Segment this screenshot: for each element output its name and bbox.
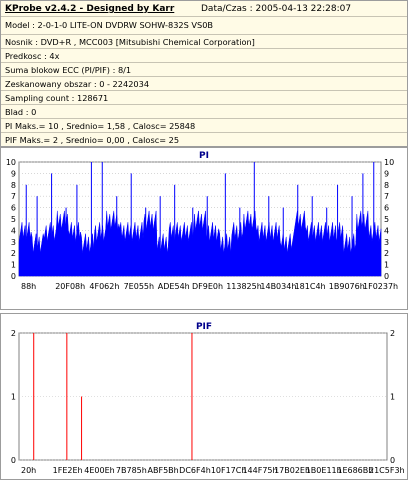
info-divider	[1, 90, 407, 91]
info-error: Blad : 0	[5, 107, 37, 117]
pi-xtick-label: 7E055h	[124, 282, 154, 291]
info-ecc-blocks: Suma blokow ECC (PI/PIF) : 8/1	[5, 65, 132, 75]
pi-ytick-label-left: 2	[11, 249, 16, 258]
info-scanned-area: Zeskanowany obszar : 0 - 2242034	[5, 79, 150, 89]
info-model: Model : 2-0-1-0 LITE-ON DVDRW SOHW-832S …	[5, 20, 214, 30]
info-divider	[1, 62, 407, 63]
pif-ytick-label-right: 2	[390, 329, 395, 338]
pi-ytick-label-right: 7	[384, 192, 389, 201]
pi-chart: 0 0 1 1 2 2 3 3 4 4 5 5 6 6 7 7 8 8 9 9 10 10 88h 20F08h 4F062h 7…	[6, 158, 398, 291]
info-media: Nosnik : DVD+R , MCC003 [Mitsubishi Chem…	[5, 37, 255, 47]
info-divider	[1, 76, 407, 77]
pif-xtick-label: 7B785h	[116, 466, 147, 475]
pif-xtick-label: 1FE2Eh	[53, 466, 83, 475]
pi-ytick-label-right: 2	[384, 249, 389, 258]
pi-xtick-label: 14B034h	[260, 282, 296, 291]
info-panel: KProbe v2.4.2 - Designed by Karr Data/Cz…	[0, 0, 408, 147]
pi-ytick-label-left: 0	[11, 272, 16, 281]
pi-ytick-label-left: 3	[11, 238, 16, 247]
pi-ytick-label-left: 1	[11, 261, 16, 270]
pi-ytick-label-right: 10	[384, 158, 394, 167]
pi-ytick-label-right: 3	[384, 238, 389, 247]
pif-xtick-label: 10F17Ch	[211, 466, 247, 475]
info-divider	[1, 34, 407, 35]
pi-ytick-label-left: 10	[6, 158, 16, 167]
info-pif-stats: PIF Maks.= 2 , Srednio= 0,00 , Calosc= 2…	[5, 135, 180, 145]
info-speed: Predkosc : 4x	[5, 51, 60, 61]
pi-ytick-label-right: 9	[384, 169, 389, 178]
pi-chart-title: PI	[199, 151, 209, 161]
pi-ytick-label-left: 5	[11, 215, 16, 224]
pi-ytick-label-left: 6	[11, 204, 16, 213]
pif-xtick-label: 17B02Eh	[274, 466, 310, 475]
pif-ytick-label-left: 2	[11, 329, 16, 338]
pi-ytick-label-left: 4	[11, 226, 16, 235]
pif-ytick-label-left: 1	[11, 393, 16, 402]
pif-xtick-label: 21C5F3h	[369, 466, 405, 475]
pif-xtick-label: ABF5Bh	[148, 466, 179, 475]
pi-ytick-label-right: 1	[384, 261, 389, 270]
pi-xtick-label: DF9E0h	[192, 282, 223, 291]
pif-xtick-label: 20h	[21, 466, 36, 475]
pi-chart-panel: PI 0 0 1 1 2 2 3 3 4 4 5 5 6 6 7 7 8 8 9 9 10 10 88h 20F08h 4F06…	[0, 147, 408, 310]
pif-xtick-label: DC6F4h	[179, 466, 211, 475]
info-divider	[1, 48, 407, 49]
pi-xtick-label: ADE54h	[158, 282, 190, 291]
pif-ytick-label-left: 0	[11, 456, 16, 465]
pi-ytick-label-left: 8	[11, 181, 16, 190]
info-sampling-count: Sampling count : 128671	[5, 93, 109, 103]
pi-ytick-label-right: 5	[384, 215, 389, 224]
pi-xtick-label: 1B9076h	[329, 282, 365, 291]
info-pi-stats: PI Maks.= 10 , Srednio= 1,58 , Calosc= 2…	[5, 121, 196, 131]
header-divider	[1, 16, 407, 17]
scan-datetime: Data/Czas : 2005-04-13 22:28:07	[201, 4, 352, 14]
app-title: KProbe v2.4.2 - Designed by Karr	[5, 4, 175, 14]
pi-xtick-label: 88h	[21, 282, 36, 291]
pif-xtick-label: 1B0E11h	[306, 466, 342, 475]
pif-ytick-label-right: 1	[390, 393, 395, 402]
pi-ytick-label-right: 6	[384, 204, 389, 213]
pif-chart-panel: PIF 0 0 1 1 2 2 20h 1FE2Eh 4E00Eh 7B785h ABF5Bh DC6…	[0, 313, 408, 480]
pi-xtick-label: 181C4h	[295, 282, 326, 291]
pi-xtick-label: 4F062h	[89, 282, 119, 291]
pif-ytick-label-right: 0	[390, 456, 395, 465]
pi-series-area	[18, 210, 382, 277]
pif-chart-title: PIF	[195, 322, 213, 332]
info-divider	[1, 118, 407, 119]
pi-xtick-label: 20F08h	[55, 282, 85, 291]
pi-ytick-label-right: 0	[384, 272, 389, 281]
pi-xtick-label: 1F0237h	[363, 282, 398, 291]
pi-xtick-label: 113825h	[226, 282, 262, 291]
pi-ytick-label-right: 4	[384, 226, 389, 235]
pi-ytick-label-left: 9	[11, 169, 16, 178]
pif-xtick-label: 4E00Eh	[84, 466, 114, 475]
info-divider	[1, 104, 407, 105]
pi-ytick-label-left: 7	[11, 192, 16, 201]
info-divider	[1, 132, 407, 133]
pi-ytick-label-right: 8	[384, 181, 389, 190]
pif-xtick-label: 1E686Bh	[337, 466, 373, 475]
pif-xtick-label: 144F75h	[242, 466, 277, 475]
